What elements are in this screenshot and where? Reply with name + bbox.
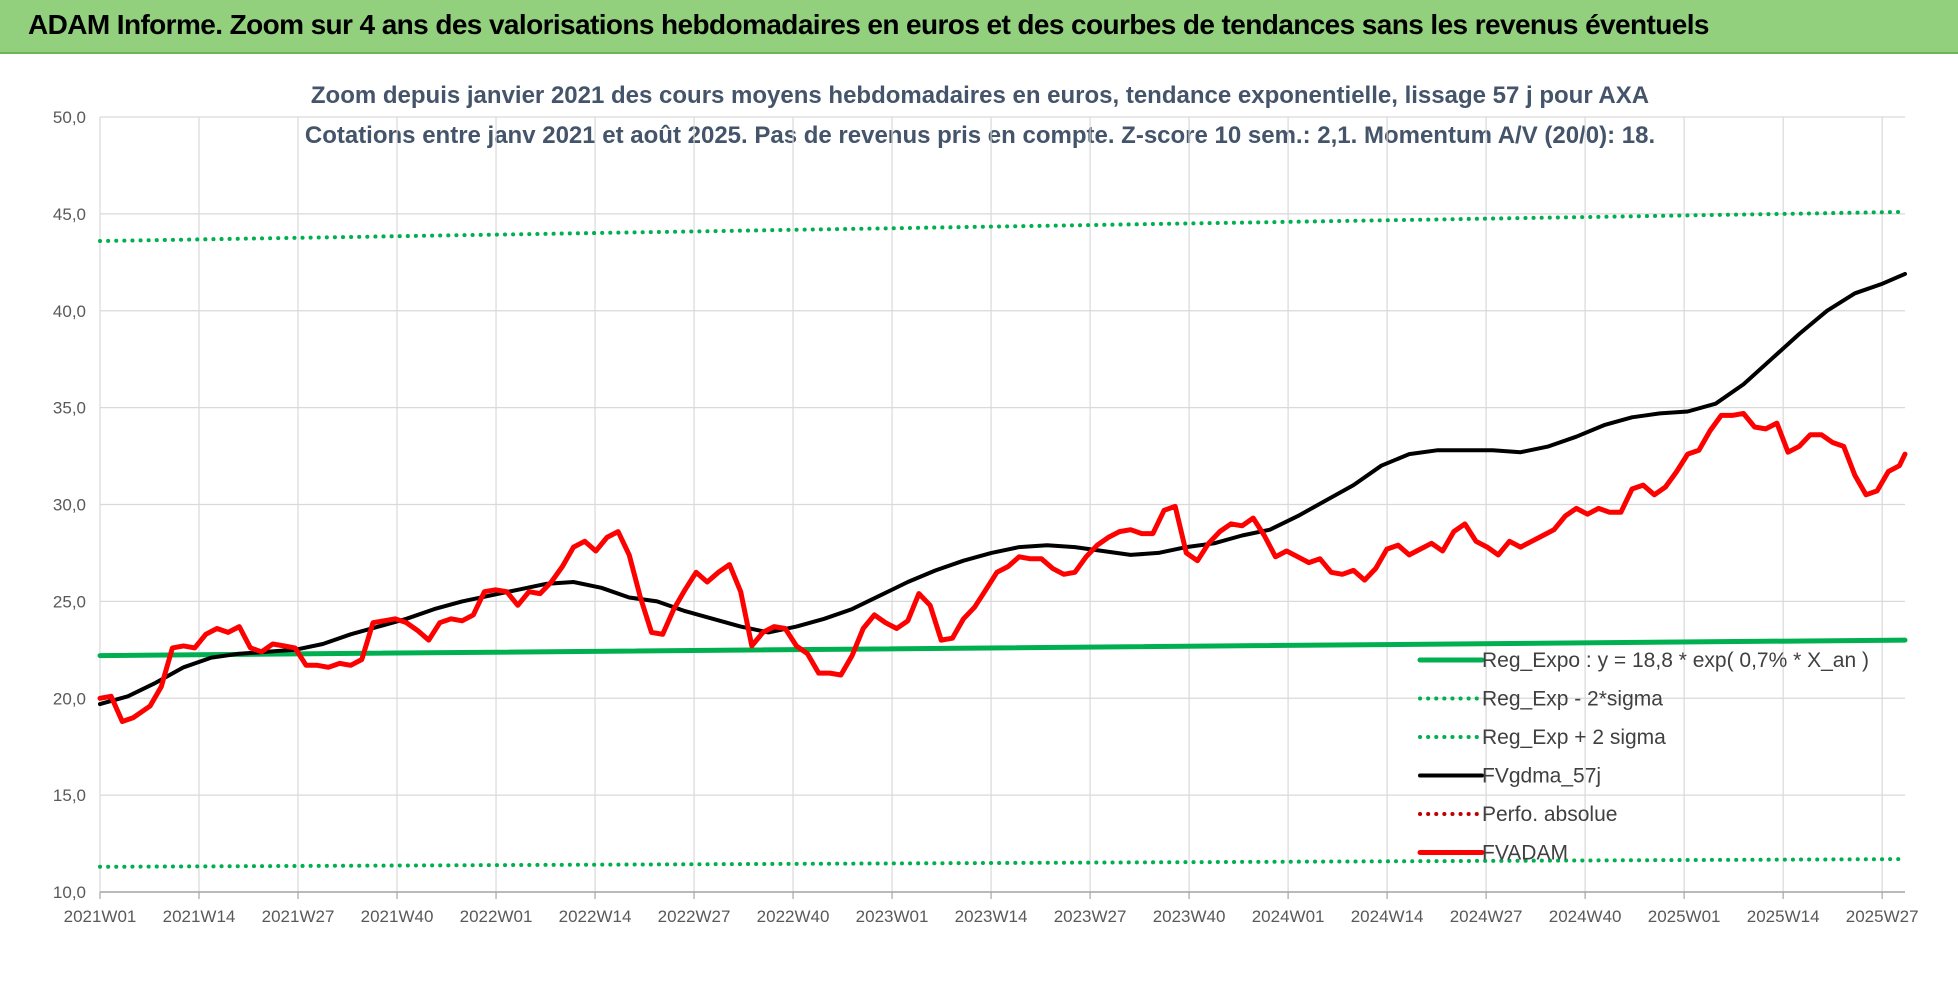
chart-title: Zoom depuis janvier 2021 des cours moyen… xyxy=(311,82,1649,109)
x-tick-label: 2022W14 xyxy=(559,907,632,926)
line-chart: Zoom depuis janvier 2021 des cours moyen… xyxy=(53,82,1919,926)
x-tick-label: 2021W27 xyxy=(262,907,335,926)
reg-exp-minus-2sigma-line xyxy=(98,857,1907,869)
x-tick-label: 2021W40 xyxy=(361,907,434,926)
reg-exp-plus-2sigma-line xyxy=(98,209,1907,243)
x-tick-label: 2022W27 xyxy=(658,907,731,926)
x-tick-label: 2023W40 xyxy=(1153,907,1226,926)
y-tick-label: 10,0 xyxy=(53,883,86,902)
x-tick-label: 2024W40 xyxy=(1549,907,1622,926)
x-tick-label: 2021W01 xyxy=(64,907,137,926)
legend-label: FVADAM xyxy=(1482,842,1568,865)
x-tick-label: 2023W14 xyxy=(955,907,1028,926)
y-tick-label: 25,0 xyxy=(53,592,86,611)
legend-label: FVgdma_57j xyxy=(1482,765,1601,788)
report-banner: ADAM Informe. Zoom sur 4 ans des valoris… xyxy=(0,0,1958,54)
x-tick-label: 2023W27 xyxy=(1054,907,1127,926)
chart-titles: Zoom depuis janvier 2021 des cours moyen… xyxy=(305,82,1655,149)
chart-subtitle: Cotations entre janv 2021 et août 2025. … xyxy=(305,122,1655,149)
grid-lines xyxy=(99,116,1905,893)
y-tick-label: 15,0 xyxy=(53,786,86,805)
x-tick-label: 2024W27 xyxy=(1450,907,1523,926)
x-tick-label: 2023W01 xyxy=(856,907,929,926)
x-tick-label: 2025W01 xyxy=(1648,907,1721,926)
report-title: ADAM Informe. Zoom sur 4 ans des valoris… xyxy=(28,9,1709,40)
legend-label: Reg_Exp + 2 sigma xyxy=(1482,726,1666,749)
legend-label: Reg_Exp - 2*sigma xyxy=(1482,688,1663,711)
x-tick-label: 2024W01 xyxy=(1252,907,1325,926)
x-tick-label: 2022W40 xyxy=(757,907,830,926)
x-tick-label: 2021W14 xyxy=(163,907,236,926)
series-lines xyxy=(97,209,1908,869)
fvadam-line xyxy=(97,410,1908,724)
reg-expo-line xyxy=(97,637,1908,659)
x-axis: 2021W01 2021W14 2021W27 2021W40 2022W01 2022W… xyxy=(64,891,1919,926)
x-tick-label: 2025W14 xyxy=(1747,907,1820,926)
y-tick-label: 35,0 xyxy=(53,399,86,418)
y-tick-label: 40,0 xyxy=(53,302,86,321)
legend-label: Perfo. absolue xyxy=(1482,803,1617,826)
y-tick-label: 50,0 xyxy=(53,108,86,127)
y-tick-label: 20,0 xyxy=(53,689,86,708)
x-tick-label: 2025W27 xyxy=(1846,907,1919,926)
legend-label: Reg_Expo : y = 18,8 * exp( 0,7% * X_an ) xyxy=(1482,649,1869,672)
legend: Reg_Expo : y = 18,8 * exp( 0,7% * X_an )… xyxy=(1417,649,1869,865)
y-tick-label: 30,0 xyxy=(53,496,86,515)
y-axis: 10,0 15,0 20,0 25,0 30,0 35,0 40,0 45,0 50,0 xyxy=(53,108,86,902)
y-tick-label: 45,0 xyxy=(53,205,86,224)
x-tick-label: 2022W01 xyxy=(460,907,533,926)
x-tick-label: 2024W14 xyxy=(1351,907,1424,926)
